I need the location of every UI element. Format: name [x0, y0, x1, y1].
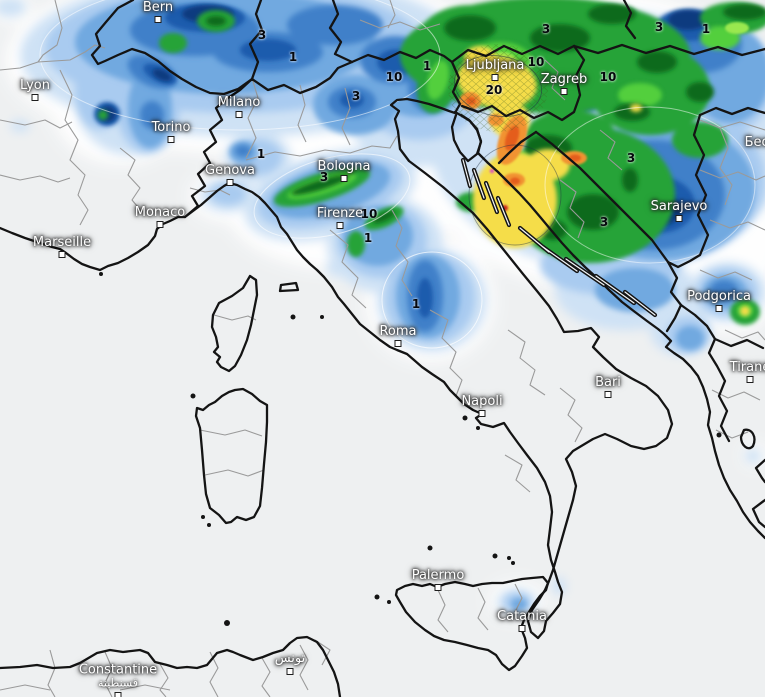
islands-layer — [99, 157, 722, 626]
precip-green-dark-layer — [206, 4, 765, 240]
municipal-borders-texture — [448, 44, 548, 132]
